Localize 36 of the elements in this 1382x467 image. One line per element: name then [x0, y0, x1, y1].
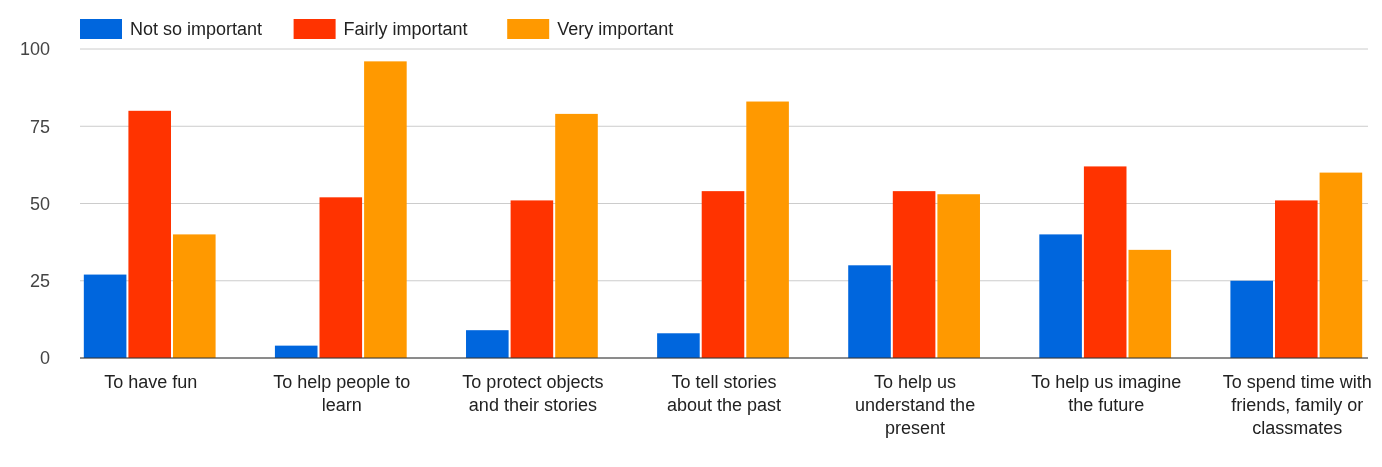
x-tick-label: To help people to learn [273, 372, 411, 415]
bar [83, 274, 127, 358]
x-tick-label: To protect objects and their stories [462, 372, 604, 415]
y-tick-label: 75 [29, 116, 50, 137]
bar [364, 61, 407, 358]
bar [319, 197, 363, 358]
y-tick-label: 100 [19, 39, 50, 60]
x-tick-label: To help us imagine the future [1031, 372, 1182, 415]
x-tick-label: To tell stories about the past [666, 372, 782, 415]
bar [1128, 249, 1172, 358]
bar [274, 345, 318, 358]
legend-label: Not so important [130, 19, 263, 40]
legend-label: Fairly important [343, 19, 468, 40]
x-tick-label: To spend time with friends, family or classmates [1222, 372, 1372, 438]
x-tick-label: To have fun [104, 372, 198, 392]
legend-label: Very important [557, 19, 674, 40]
bar [746, 101, 789, 358]
bar [1039, 234, 1082, 358]
y-tick-label: 0 [39, 348, 50, 369]
bar [657, 333, 700, 358]
bar [1230, 280, 1273, 358]
y-tick-label: 50 [29, 193, 50, 214]
y-tick-label: 25 [29, 271, 50, 292]
bar [701, 191, 745, 358]
x-tick-label: To help us understand the present [855, 372, 976, 438]
bar [1319, 172, 1363, 358]
bar [173, 234, 216, 358]
bar [466, 330, 509, 358]
bar [1083, 166, 1127, 358]
bar [848, 265, 891, 358]
bar [1275, 200, 1318, 358]
bar [555, 113, 598, 358]
bar [892, 191, 936, 358]
bar [510, 200, 554, 358]
bar [128, 110, 171, 358]
bar [937, 194, 980, 358]
